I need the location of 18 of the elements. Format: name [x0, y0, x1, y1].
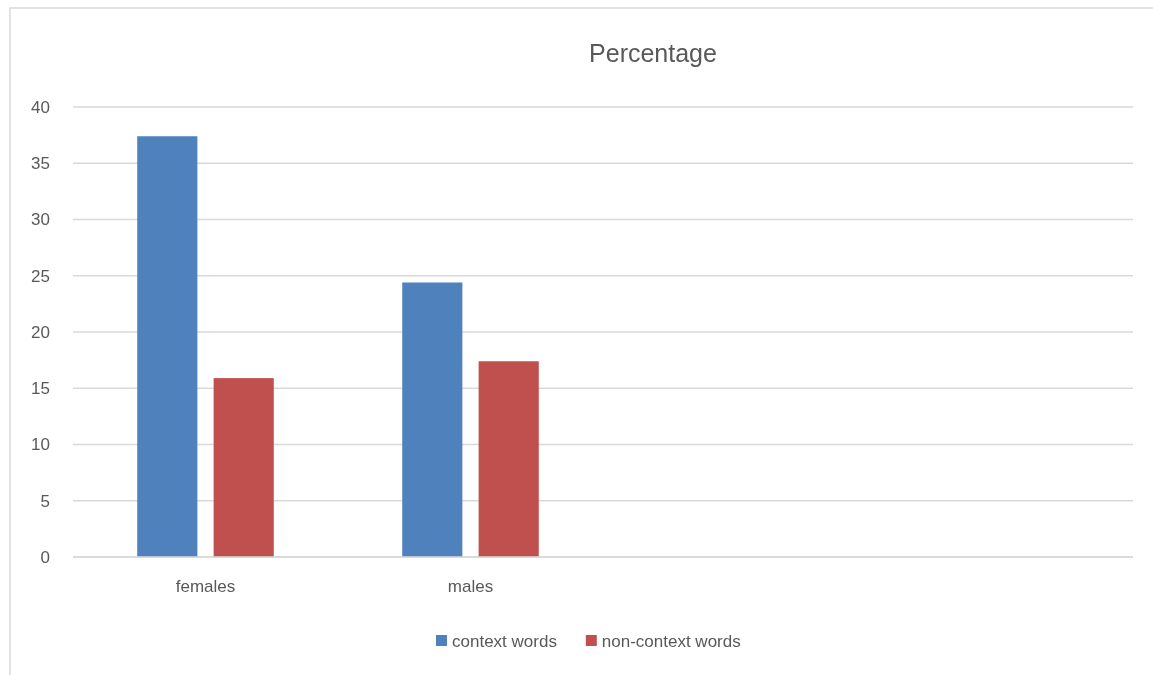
y-tick-label: 35	[31, 154, 50, 174]
bar	[478, 361, 539, 557]
bar	[213, 378, 274, 557]
x-tick-label: females	[175, 577, 236, 596]
y-tick-label: 5	[40, 491, 50, 511]
bar	[402, 282, 463, 557]
y-tick-label: 15	[31, 379, 50, 399]
y-tick-label: 0	[40, 547, 50, 567]
legend-label: non-context words	[601, 631, 741, 651]
legend-label: context words	[452, 631, 557, 651]
y-tick-label: 10	[31, 435, 50, 455]
y-tick-label: 25	[31, 266, 50, 286]
x-tick-label: males	[447, 577, 494, 596]
chart-title: Percentage	[589, 39, 717, 67]
y-tick-label: 30	[31, 210, 50, 230]
bar	[137, 136, 198, 557]
y-tick-label: 20	[31, 322, 50, 342]
y-tick-label: 40	[31, 97, 50, 117]
